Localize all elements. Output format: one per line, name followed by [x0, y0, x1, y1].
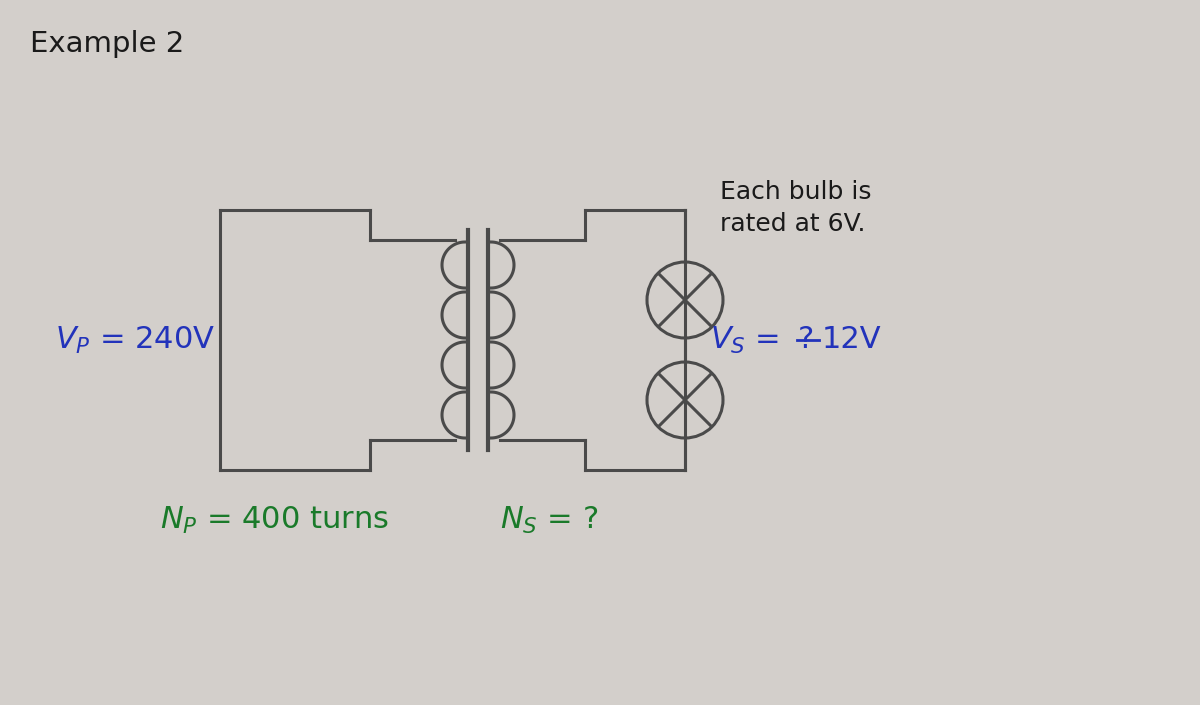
- Text: ?: ?: [798, 326, 815, 355]
- Text: $\mathit{V_P}$ = 240V: $\mathit{V_P}$ = 240V: [55, 324, 215, 355]
- Text: $\mathit{N_S}$ = ?: $\mathit{N_S}$ = ?: [500, 505, 599, 536]
- Text: $\mathit{V_S}$ =: $\mathit{V_S}$ =: [710, 324, 782, 355]
- Text: $\mathit{N_P}$ = 400 turns: $\mathit{N_P}$ = 400 turns: [160, 505, 389, 536]
- Text: Each bulb is
rated at 6V.: Each bulb is rated at 6V.: [720, 180, 871, 235]
- Text: Example 2: Example 2: [30, 30, 185, 58]
- Text: 12V: 12V: [822, 326, 882, 355]
